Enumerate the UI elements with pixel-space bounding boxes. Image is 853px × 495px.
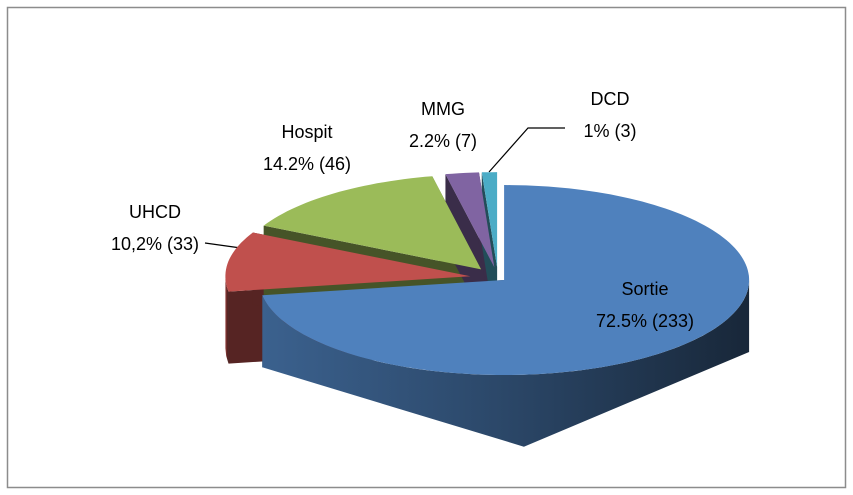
slice: [263, 176, 482, 270]
slice-label: DCD: [591, 89, 630, 109]
slice: [445, 172, 495, 268]
slice-label: Hospit: [281, 122, 332, 142]
slice-wall: [225, 276, 229, 364]
slice-value-label: 10,2% (33): [111, 234, 199, 254]
slice-value-label: 72.5% (233): [596, 311, 694, 331]
leader-line: [488, 127, 565, 173]
slice: [225, 232, 471, 292]
slice-label: Sortie: [621, 279, 668, 299]
slice-label: UHCD: [129, 202, 181, 222]
slice: [262, 185, 750, 375]
slice-label: MMG: [421, 99, 465, 119]
slice-value-label: 14.2% (46): [263, 154, 351, 174]
slice-value-label: 1% (3): [583, 121, 636, 141]
slice-wall: [262, 280, 750, 447]
slice: [481, 172, 498, 268]
slice-value-label: 2.2% (7): [409, 131, 477, 151]
